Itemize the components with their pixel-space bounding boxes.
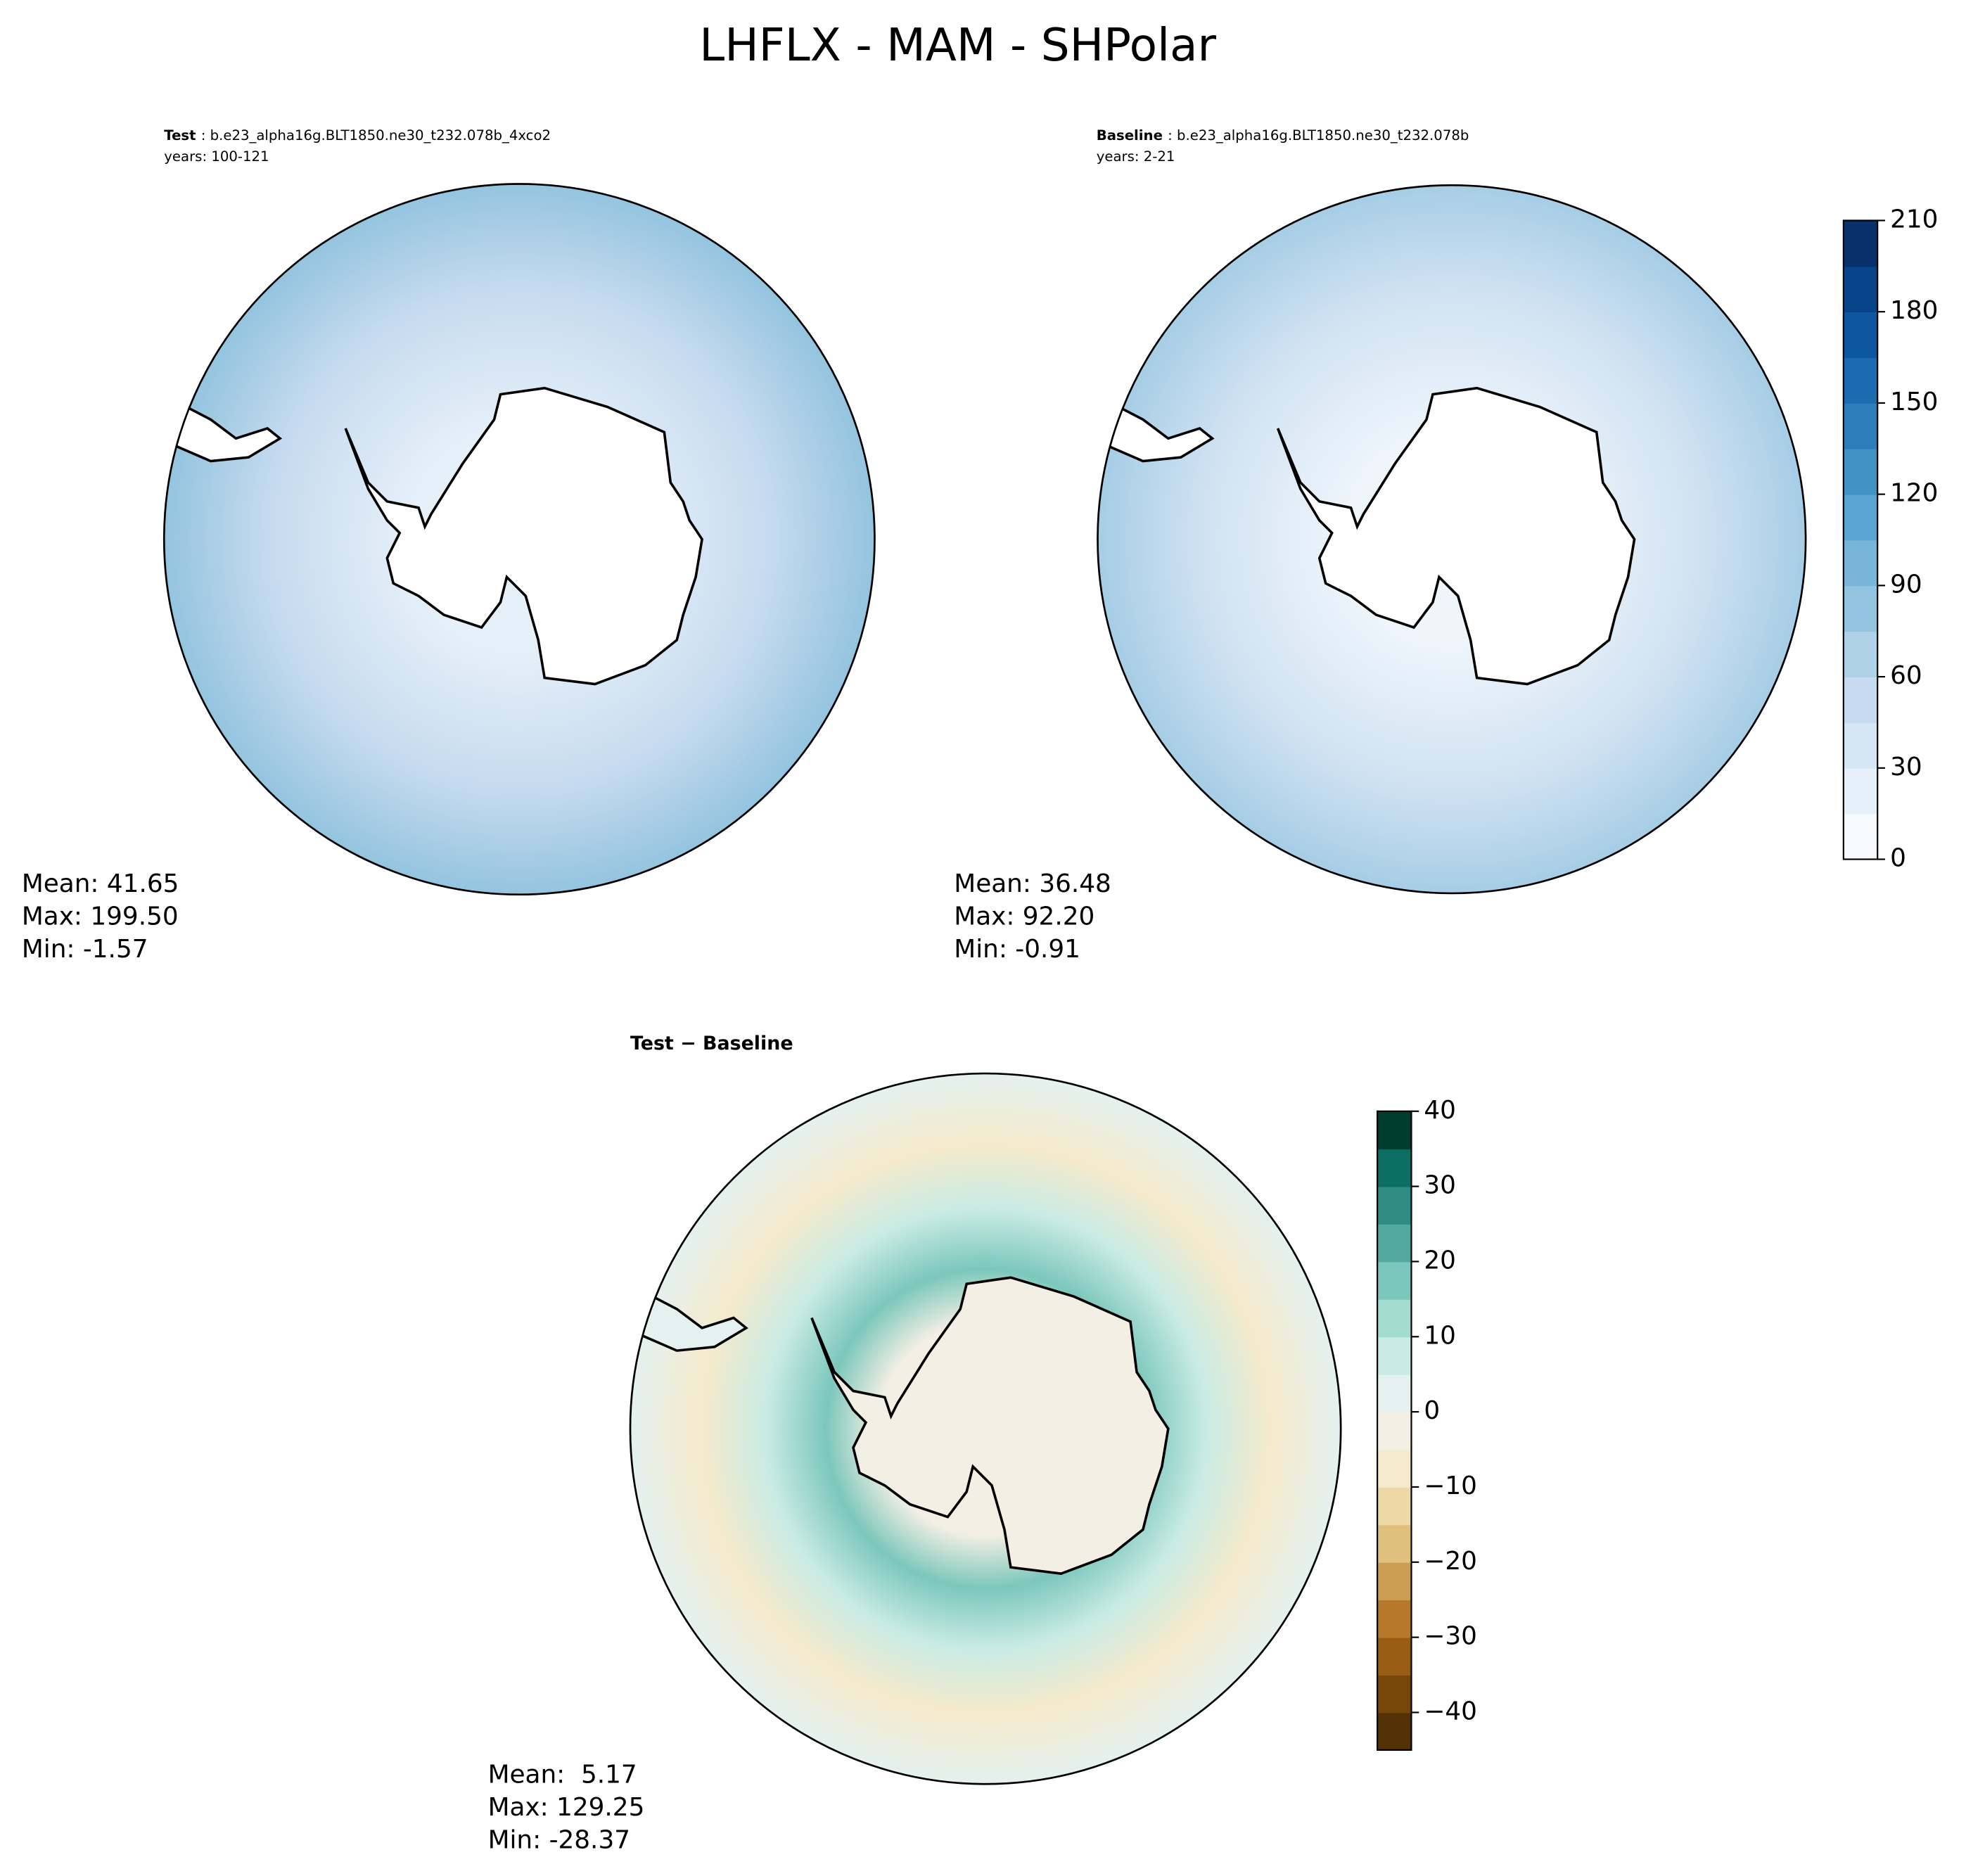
colorbar-frame [1842, 219, 1879, 860]
colorbar-band [1377, 1486, 1412, 1526]
colorbar-band [1377, 1149, 1412, 1187]
colorbar-tick-label: 20 [1424, 1246, 1456, 1275]
stat-text: Min: -0.91 [954, 935, 1080, 964]
colorbar-band [1377, 1111, 1412, 1150]
colorbar-band [1377, 1600, 1412, 1638]
panel-title: Test : b.e23_alpha16g.BLT1850.ne30_t232.0… [164, 127, 551, 143]
colorbar-band [1377, 1675, 1412, 1714]
colorbar-tick-label: 0 [1424, 1396, 1440, 1425]
map-boundary [1097, 184, 1807, 895]
panels: Test : b.e23_alpha16g.BLT1850.ne30_t232.0… [22, 127, 1939, 1855]
panel-subtitle: years: 100-121 [164, 148, 269, 165]
map-field [630, 1073, 1341, 1785]
figure-title: LHFLX - MAM - SHPolar [699, 19, 1216, 72]
panel-title-case: : b.e23_alpha16g.BLT1850.ne30_t232.078b [1168, 127, 1469, 143]
colorbar-band [1377, 1712, 1412, 1751]
colorbar-tick-label: −40 [1424, 1697, 1477, 1725]
panel-title-bold: Baseline [1097, 127, 1163, 143]
colorbar-band [1377, 1374, 1412, 1413]
colorbar-band [1843, 357, 1878, 404]
colorbar-tick-label: 150 [1890, 388, 1938, 416]
colorbar-band [1843, 220, 1878, 267]
stat-text: Min: -1.57 [22, 935, 148, 964]
panel-subtitle: years: 2-21 [1097, 148, 1175, 165]
colorbar-tick-label: 10 [1424, 1321, 1456, 1350]
colorbar-band [1843, 494, 1878, 541]
colorbar-tick-label: 180 [1890, 296, 1938, 325]
colorbar-tick-label: 30 [1424, 1171, 1456, 1200]
colorbar-tick-label: 90 [1890, 570, 1922, 599]
colorbar-band [1843, 312, 1878, 358]
stat-text: Mean: 41.65 [22, 869, 179, 898]
colorbar-band [1843, 585, 1878, 632]
colorbar-band [1377, 1449, 1412, 1488]
colorbar-tick-label: −30 [1424, 1622, 1477, 1651]
colorbar-tick-label: −10 [1424, 1472, 1477, 1500]
stat-text: Mean: 36.48 [954, 869, 1111, 898]
colorbar-band [1843, 540, 1878, 587]
panel-title: Test − Baseline [630, 1033, 793, 1054]
map-field [1097, 185, 1806, 893]
panel-title-bold: Test − Baseline [630, 1033, 793, 1054]
panel-title-bold: Test [164, 127, 196, 143]
colorbar-band [1377, 1298, 1412, 1338]
colorbar-tick-label: 120 [1890, 479, 1938, 508]
colorbar-tick-label: 40 [1424, 1096, 1456, 1125]
colorbar-tick-label: 60 [1890, 661, 1922, 690]
colorbar-band [1377, 1412, 1412, 1450]
stat-text: Max: 92.20 [954, 902, 1094, 931]
colorbar-band [1843, 266, 1878, 313]
colorbar-band [1377, 1224, 1412, 1263]
colorbar-tick-label: 30 [1890, 753, 1922, 781]
colorbar-band [1377, 1562, 1412, 1601]
colorbar-frame [1377, 1110, 1412, 1751]
colorbar-band [1843, 677, 1878, 723]
colorbar-band [1843, 448, 1878, 495]
colorbar-band [1843, 767, 1878, 815]
colorbar-band [1377, 1186, 1412, 1225]
map-panel: Baseline : b.e23_alpha16g.BLT1850.ne30_t2… [954, 127, 1938, 964]
stat-text: Max: 129.25 [488, 1793, 645, 1822]
colorbar-band [1843, 813, 1878, 860]
stat-text: Max: 199.50 [22, 902, 179, 931]
map-boundary [162, 183, 876, 896]
colorbar-band [1843, 722, 1878, 769]
map-boundary [629, 1072, 1342, 1785]
colorbar-tick-label: 0 [1890, 844, 1906, 873]
colorbar-band [1377, 1261, 1412, 1300]
panel-title-case: : b.e23_alpha16g.BLT1850.ne30_t232.078b_… [201, 127, 551, 143]
colorbar-band [1377, 1524, 1412, 1563]
colorbar-band [1377, 1637, 1412, 1676]
colorbar-tick-label: −20 [1424, 1547, 1477, 1576]
stat-text: Min: -28.37 [488, 1826, 630, 1855]
stat-text: Mean: 5.17 [488, 1760, 637, 1789]
map-field [164, 184, 875, 895]
map-panel: Test : b.e23_alpha16g.BLT1850.ne30_t232.0… [22, 127, 876, 964]
colorbar-tick-label: 210 [1890, 205, 1938, 234]
map-panel: Test − Baseline Mean: 5.17 Max: 129.25 Min:… [488, 1033, 1477, 1855]
colorbar-band [1843, 402, 1878, 449]
panel-title: Baseline : b.e23_alpha16g.BLT1850.ne30_t2… [1097, 127, 1469, 143]
colorbar-band [1843, 631, 1878, 677]
colorbar-band [1377, 1336, 1412, 1375]
